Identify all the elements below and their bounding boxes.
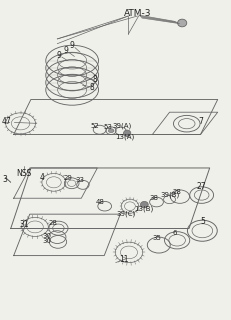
Text: 9: 9 xyxy=(64,46,68,55)
Text: 35: 35 xyxy=(152,235,161,241)
Text: 7: 7 xyxy=(198,116,203,126)
Text: 30: 30 xyxy=(43,238,52,244)
Text: 47: 47 xyxy=(2,116,12,126)
Text: 29: 29 xyxy=(63,175,72,181)
Text: 13(B): 13(B) xyxy=(134,205,153,212)
Ellipse shape xyxy=(140,201,148,208)
Text: 8: 8 xyxy=(90,83,94,92)
Text: 9: 9 xyxy=(70,41,75,51)
Text: 33: 33 xyxy=(76,177,85,183)
Ellipse shape xyxy=(108,129,114,132)
Text: 27: 27 xyxy=(197,182,207,191)
Text: 52: 52 xyxy=(90,123,99,129)
Text: 39(C): 39(C) xyxy=(116,210,136,217)
Text: 30: 30 xyxy=(43,233,52,239)
Text: 53: 53 xyxy=(104,124,113,130)
Text: ATM-3: ATM-3 xyxy=(124,9,151,18)
Text: 11: 11 xyxy=(120,255,129,264)
Text: 48: 48 xyxy=(96,199,105,205)
Text: 39(A): 39(A) xyxy=(112,123,132,130)
Text: 6: 6 xyxy=(173,230,177,236)
Ellipse shape xyxy=(178,19,187,27)
Text: 38: 38 xyxy=(150,195,159,201)
Text: 9: 9 xyxy=(56,51,61,60)
Text: 28: 28 xyxy=(49,220,58,226)
Text: 5: 5 xyxy=(200,217,205,226)
Text: 8: 8 xyxy=(92,75,97,84)
Text: 28: 28 xyxy=(173,189,182,195)
Text: 3: 3 xyxy=(3,175,8,184)
Text: 13(A): 13(A) xyxy=(115,134,134,140)
Text: 31: 31 xyxy=(19,220,29,229)
Text: 4: 4 xyxy=(40,173,45,182)
Ellipse shape xyxy=(124,130,131,136)
Text: 39(B): 39(B) xyxy=(160,192,179,198)
Text: NSS: NSS xyxy=(16,169,31,178)
